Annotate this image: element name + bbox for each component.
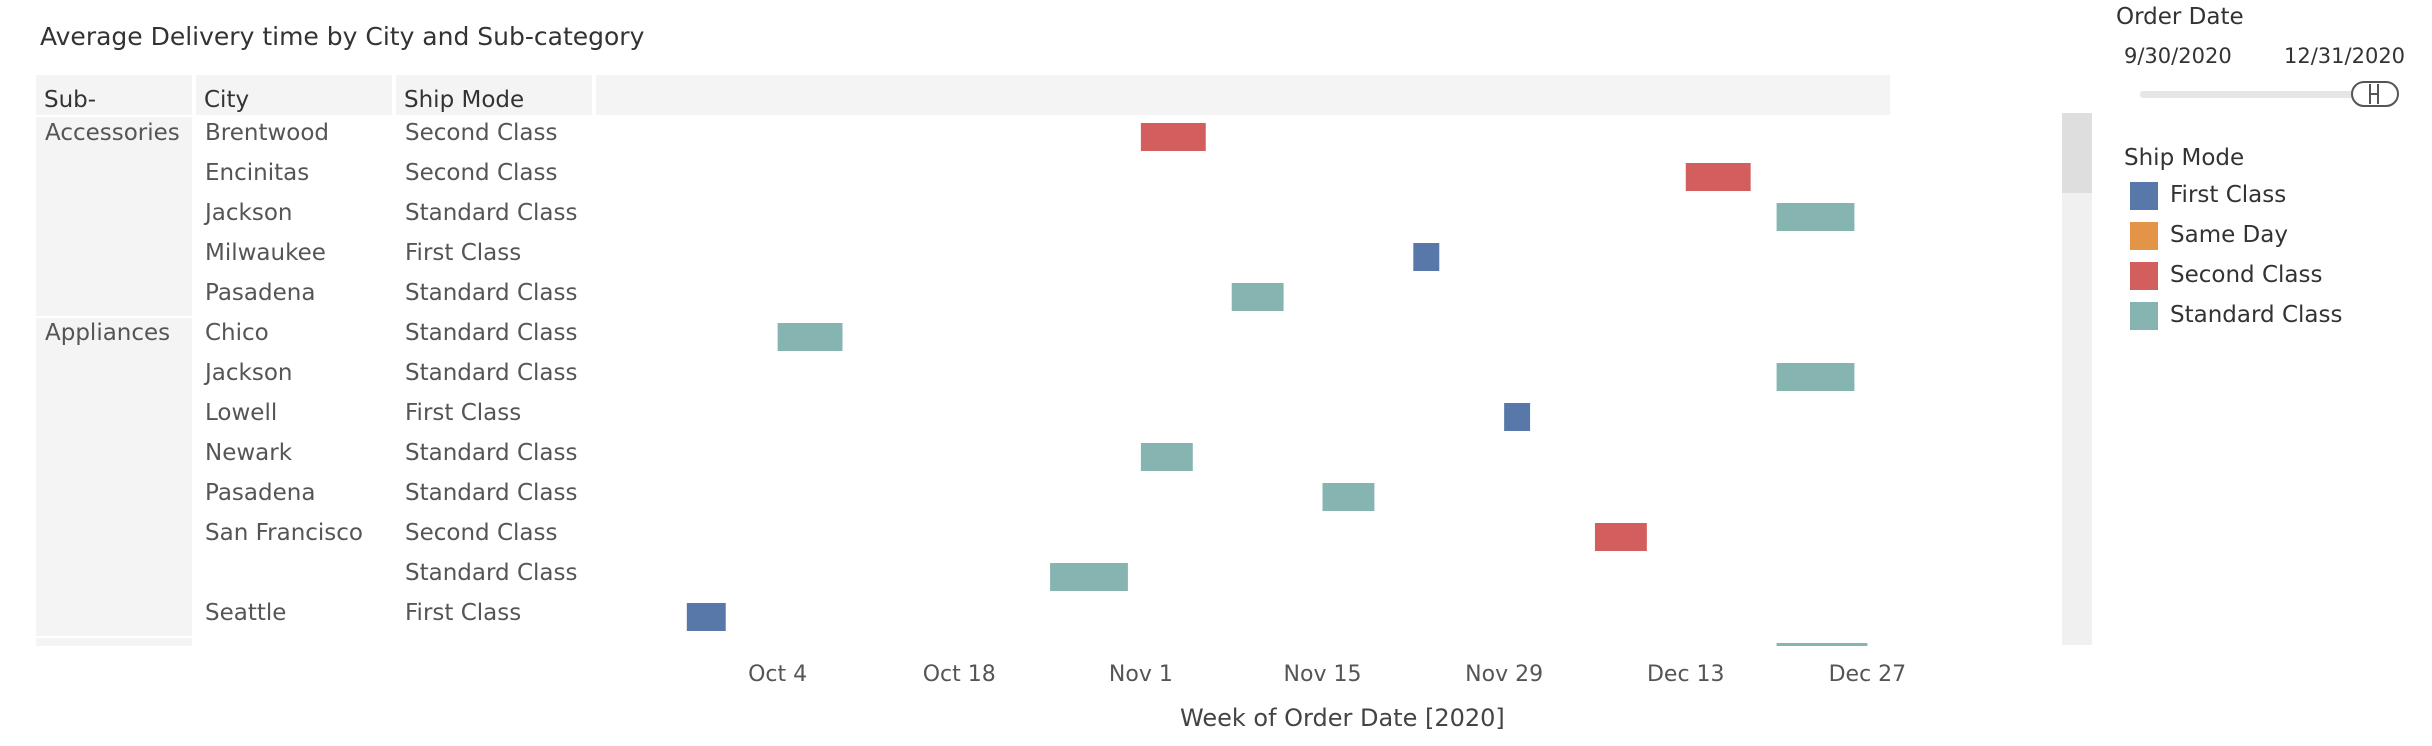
vertical-scrollbar[interactable] xyxy=(2062,113,2092,645)
filter-title: Order Date xyxy=(2116,4,2244,30)
row-ship-mode-label: First Class xyxy=(405,600,522,626)
column-separator xyxy=(192,75,196,645)
gantt-bar[interactable] xyxy=(1504,403,1531,431)
gantt-bar[interactable] xyxy=(1140,443,1193,471)
subcategory-band-accessories xyxy=(36,117,192,316)
x-tick-label: Nov 15 xyxy=(1283,662,1362,687)
gantt-bar[interactable] xyxy=(1140,123,1206,151)
slider-handle-icon[interactable] xyxy=(2350,80,2400,108)
gantt-bar[interactable] xyxy=(1322,483,1375,511)
legend-label: Standard Class xyxy=(2170,302,2343,328)
row-city-label: Jackson xyxy=(205,200,293,226)
legend-swatch xyxy=(2130,262,2158,290)
row-city-label: Seattle xyxy=(205,600,287,626)
legend-label: First Class xyxy=(2170,182,2287,208)
row-city-label: Pasadena xyxy=(205,280,316,306)
row-city-label: Brentwood xyxy=(205,120,330,146)
scrollbar-thumb[interactable] xyxy=(2062,113,2092,193)
row-ship-mode-label: Standard Class xyxy=(405,360,578,386)
x-tick-label: Nov 1 xyxy=(1108,662,1173,687)
x-tick-label: Oct 4 xyxy=(748,662,808,687)
filter-end-date[interactable]: 12/31/2020 xyxy=(2284,44,2406,68)
gantt-bar-partial[interactable] xyxy=(1776,643,1868,646)
gantt-bar[interactable] xyxy=(1776,363,1855,391)
row-ship-mode-label: Standard Class xyxy=(405,560,578,586)
gantt-bar[interactable] xyxy=(1685,163,1751,191)
legend-label: Second Class xyxy=(2170,262,2323,288)
row-city-label: Chico xyxy=(205,320,269,346)
column-header-city[interactable]: City xyxy=(196,75,400,115)
gantt-bar[interactable] xyxy=(1776,203,1855,231)
row-city-label: Newark xyxy=(205,440,293,466)
subcategory-band-next xyxy=(36,638,192,646)
x-tick-label: Dec 27 xyxy=(1828,662,1907,687)
row-subcategory-label: Accessories xyxy=(45,120,180,146)
column-separator xyxy=(592,75,596,645)
gantt-bar[interactable] xyxy=(1231,283,1284,311)
row-subcategory-label: Appliances xyxy=(45,320,171,346)
chart-title: Average Delivery time by City and Sub-ca… xyxy=(40,22,645,51)
x-axis-label: Week of Order Date [2020] xyxy=(1180,704,1505,732)
gantt-bar[interactable] xyxy=(1050,563,1128,591)
row-ship-mode-label: Standard Class xyxy=(405,280,578,306)
legend-swatch xyxy=(2130,182,2158,210)
row-ship-mode-label: Second Class xyxy=(405,120,558,146)
row-city-label: Milwaukee xyxy=(205,240,326,266)
column-separator xyxy=(392,75,396,645)
legend-swatch xyxy=(2130,222,2158,250)
filter-start-date[interactable]: 9/30/2020 xyxy=(2124,44,2232,68)
row-city-label: Lowell xyxy=(205,400,278,426)
row-ship-mode-label: Standard Class xyxy=(405,480,578,506)
row-city-label: Encinitas xyxy=(205,160,310,186)
x-tick-label: Dec 13 xyxy=(1646,662,1725,687)
x-tick-label: Nov 29 xyxy=(1465,662,1544,687)
row-city-label: Jackson xyxy=(205,360,293,386)
row-ship-mode-label: Standard Class xyxy=(405,440,578,466)
view-clip-mask xyxy=(0,646,2100,746)
date-range-slider[interactable] xyxy=(2140,91,2390,98)
row-ship-mode-label: First Class xyxy=(405,240,522,266)
gantt-bar[interactable] xyxy=(1413,243,1440,271)
gantt-bar[interactable] xyxy=(1594,523,1647,551)
column-header-ship-mode[interactable]: Ship Mode xyxy=(396,75,600,115)
row-ship-mode-label: Second Class xyxy=(405,160,558,186)
legend-label: Same Day xyxy=(2170,222,2288,248)
row-city-label: San Francisco xyxy=(205,520,364,546)
gantt-bar[interactable] xyxy=(777,323,843,351)
row-ship-mode-label: Standard Class xyxy=(405,320,578,346)
x-tick-label: Oct 18 xyxy=(922,662,996,687)
subcategory-band-appliances xyxy=(36,318,192,636)
legend-title: Ship Mode xyxy=(2124,145,2245,171)
row-ship-mode-label: First Class xyxy=(405,400,522,426)
row-ship-mode-label: Second Class xyxy=(405,520,558,546)
legend-swatch xyxy=(2130,302,2158,330)
row-ship-mode-label: Standard Class xyxy=(405,200,578,226)
gantt-bar[interactable] xyxy=(686,603,726,631)
row-city-label: Pasadena xyxy=(205,480,316,506)
